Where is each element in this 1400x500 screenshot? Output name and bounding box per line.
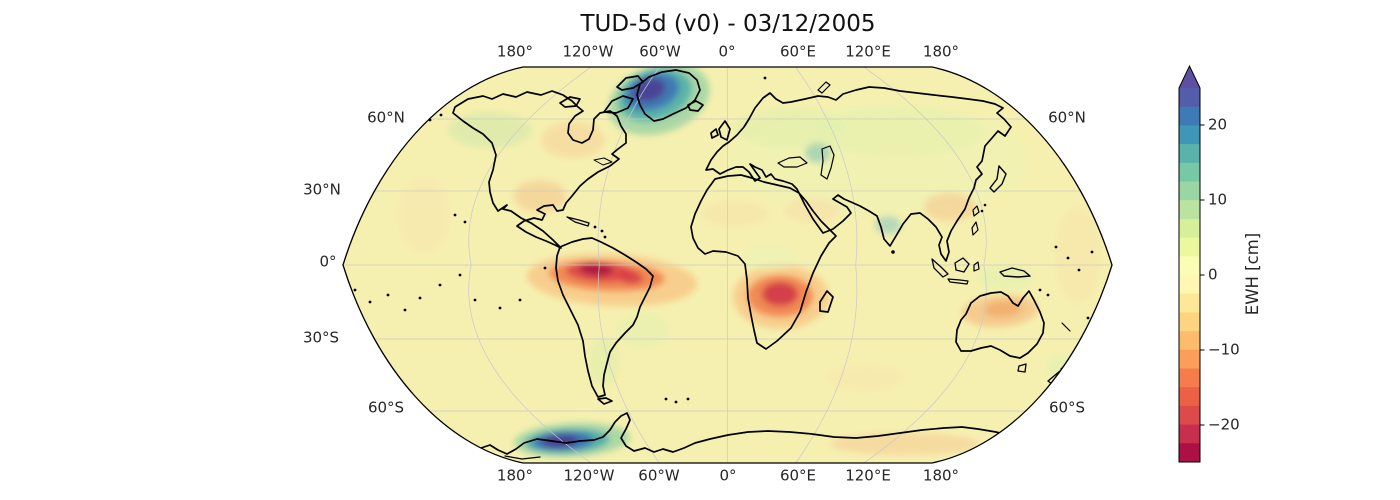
coast-africa [690,174,837,350]
colorbar-tick-label: 20 [1208,115,1228,134]
zambezi-negative-core [762,282,798,306]
alaska-positive-faint [448,112,532,148]
lat-label-left: 30°S [302,328,340,347]
south-indian-negative-faint [827,365,903,391]
coast-sumatra [931,258,949,278]
coast-ellesmere-island [616,75,644,91]
lon-label-bottom: 180° [496,466,534,485]
pacific-west-negative-faint [398,177,450,253]
coast-tasmania [1017,363,1027,373]
coast-java [947,278,969,285]
coast-sulawesi [973,261,980,272]
map-boundary [342,66,1113,464]
lon-label-top: 120°W [562,42,614,61]
coast-antarctica-ice-shelf [504,455,541,460]
lon-label-bottom: 180° [922,466,960,485]
colorbar-extend-arrow [1179,66,1200,88]
coast-ireland [710,128,719,139]
north-india-positive-spot [875,216,901,234]
west-antarctica-positive-core [542,434,578,448]
australia-negative-core [984,300,1022,318]
lon-label-top: 60°W [639,42,681,61]
coast-iceland [687,100,704,112]
coast-antarctica [477,412,1011,455]
coast-borneo [954,257,970,273]
coast-caspian-sea [820,145,835,180]
colorbar-tick-label: 0 [1208,265,1218,284]
lon-label-bottom: 0° [719,466,737,485]
colorbar-gradient [1179,88,1200,463]
congo-positive-faint [744,245,796,271]
coastlines [452,69,1077,460]
small-island-dots [353,76,1094,404]
amazon-negative-core [579,262,613,276]
ewh-anomaly-layer [398,67,1100,458]
coast-cuba [566,216,590,227]
coast-new-caledonia [1061,322,1071,332]
amazon-negative-core-east [617,269,643,285]
lat-label-right: 60°N [1048,108,1086,127]
coast-new-guinea [999,267,1031,278]
coast-great-lakes [593,157,613,166]
lat-label-left: 30°N [303,180,341,199]
coast-eurasia [705,86,1012,262]
lat-label-left: 0° [319,252,337,271]
colorbar-tick-marks [1200,124,1205,426]
lat-label-left: 60°N [367,108,405,127]
lon-label-top: 120°E [845,42,891,61]
coast-australia [955,290,1045,359]
pacific-east-negative-faint [1056,207,1100,303]
lon-label-top: 180° [922,42,960,61]
lon-label-top: 60°E [779,42,817,61]
colorbar-tick-label: −10 [1208,340,1240,359]
coast-victoria-island [559,96,581,108]
lon-label-bottom: 120°E [845,466,891,485]
caspian-positive-spot [805,143,831,163]
colorbar [1178,64,1205,463]
coast-britain [718,120,731,141]
colorbar-tick-label: 10 [1208,190,1228,209]
se-brazil-positive-faint [617,312,669,348]
se-china-negative-faint [924,193,976,221]
coast-philippines [971,221,979,236]
coast-south-america [555,237,654,398]
sahara-negative-faint [701,201,769,227]
coast-north-america [452,90,627,249]
coast-taiwan [972,205,980,217]
colorbar-tick-label: −20 [1208,415,1240,434]
sw-us-negative-faint [514,180,566,212]
coast-black-sea [777,156,808,168]
lon-label-top: 180° [496,42,534,61]
coast-japan [989,165,1007,193]
east-antarctica-negative-faint [830,433,980,455]
coast-greenland [636,69,701,122]
coast-baffin-island [603,95,634,114]
lon-label-bottom: 120°W [563,466,615,485]
lat-label-left: 60°S [367,398,405,417]
new-guinea-positive-faint [977,266,1033,290]
graticule-lines [343,67,1112,463]
lat-label-right: 60°S [1048,398,1086,417]
lon-label-bottom: 60°W [638,466,680,485]
coast-novaya-zemlya [817,81,831,94]
coast-tierra-del-fuego [597,397,613,405]
lon-label-top: 0° [718,42,736,61]
lon-label-bottom: 60°E [779,466,817,485]
coast-madagascar [819,290,834,313]
plot-title: TUD-5d (v0) - 03/12/2005 [580,11,876,37]
colorbar-axis-label: EWH [cm] [1242,232,1262,316]
